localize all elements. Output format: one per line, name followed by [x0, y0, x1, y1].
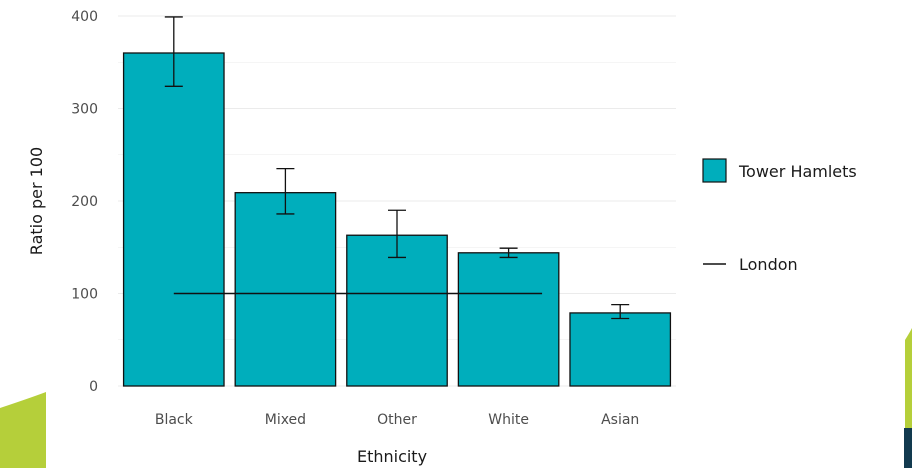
bars [122, 52, 672, 387]
x-tick-label-black: Black [155, 412, 194, 428]
bar-asian [569, 312, 672, 387]
error-bar-mixed [276, 167, 295, 215]
legend: Tower Hamlets London [702, 158, 857, 274]
bar-white [457, 252, 560, 387]
y-tick-label: 300 [71, 102, 98, 118]
error-bar-other [388, 209, 406, 259]
error-bar-black [164, 16, 183, 87]
error-bar-white [499, 247, 518, 259]
decor-left-accent [0, 392, 46, 468]
bar-black [122, 52, 225, 387]
y-tick-label: 100 [71, 287, 98, 303]
legend-label-tower-hamlets: Tower Hamlets [738, 162, 857, 181]
bar-other [346, 234, 448, 387]
x-tick-label-white: White [488, 412, 529, 428]
x-axis-ticks: Black Mixed Other White Asian [155, 412, 639, 428]
y-tick-label: 200 [71, 194, 98, 210]
y-axis-ticks: 0 100 200 300 400 [71, 9, 98, 395]
decor-right-accent-navy [904, 428, 912, 468]
x-tick-label-other: Other [377, 412, 417, 428]
y-axis-title: Ratio per 100 [27, 147, 46, 255]
legend-swatch-tower-hamlets [702, 158, 727, 183]
y-tick-label: 400 [71, 9, 98, 25]
error-bar-asian [611, 303, 630, 320]
y-tick-label: 0 [89, 379, 98, 395]
bar-mixed [234, 192, 337, 387]
x-tick-label-mixed: Mixed [265, 412, 306, 428]
x-tick-label-asian: Asian [601, 412, 639, 428]
error-bars [164, 16, 630, 320]
x-axis-title: Ethnicity [357, 447, 427, 466]
legend-label-london: London [739, 255, 798, 274]
